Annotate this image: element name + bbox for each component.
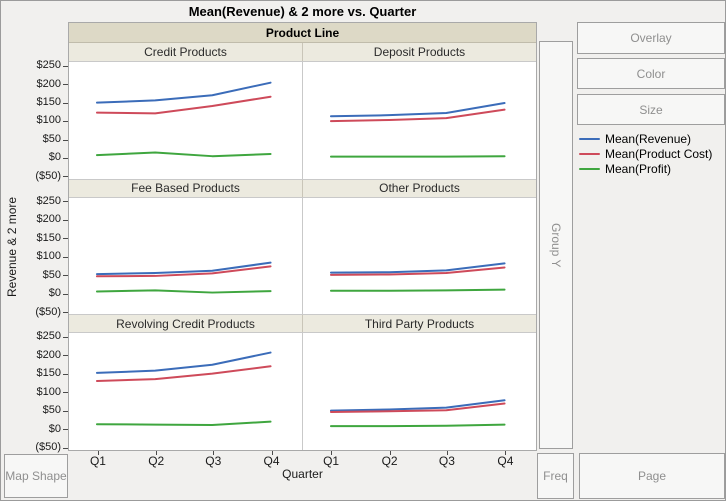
x-tick-mark [389, 451, 391, 455]
x-tick-mark [505, 451, 507, 455]
facet-rows: Credit Products Deposit Products Fee Based… [69, 43, 536, 451]
facet-panel-header-third-party-products: Third Party Products [302, 315, 536, 333]
plot-area-fee-based-products [69, 198, 302, 315]
facet-panel-deposit-products[interactable] [302, 62, 536, 179]
facet-plot-row [69, 62, 536, 179]
x-tick-mark [446, 451, 448, 455]
facet-panel-header-fee-based-products: Fee Based Products [131, 181, 240, 196]
facet-plot-row [69, 333, 536, 451]
y-axis-label: Revenue & 2 more [5, 196, 19, 297]
group-y-label: Group Y [549, 222, 563, 268]
series-line-mean-revenue- [97, 353, 271, 373]
x-tick-label: Q3 [205, 454, 222, 468]
series-line-mean-revenue- [331, 263, 505, 272]
x-tick-label: Q1 [89, 454, 106, 468]
series-line-mean-revenue- [331, 103, 505, 116]
series-line-mean-revenue- [97, 83, 271, 103]
series-line-mean-product-cost- [97, 97, 271, 114]
x-tick-label: Q2 [148, 454, 165, 468]
facet-panel-other-products[interactable] [302, 197, 536, 315]
series-line-mean-product-cost- [97, 367, 271, 382]
series-line-mean-revenue- [97, 262, 271, 273]
series-line-mean-product-cost- [97, 266, 271, 276]
x-axis-label: Quarter [282, 467, 323, 481]
facet-panel-header-revolving-credit-products: Revolving Credit Products [116, 316, 255, 331]
facet-panel-credit-products[interactable] [69, 62, 302, 179]
plot-area-third-party-products [303, 333, 536, 450]
facet-panel-third-party-products[interactable] [302, 333, 536, 451]
legend-line-swatch [579, 167, 600, 170]
plot-area-credit-products [69, 62, 302, 179]
size-drop-zone[interactable]: Size [577, 94, 725, 125]
x-tick-mark [156, 451, 158, 455]
x-tick-label: Q3 [438, 454, 455, 468]
series-line-mean-product-cost- [331, 404, 505, 412]
legend: Mean(Revenue) Mean(Product Cost) Mean(Prof… [579, 131, 712, 176]
legend-label: Mean(Product Cost) [605, 146, 713, 161]
color-drop-zone[interactable]: Color [577, 58, 725, 89]
group-y-drop-zone[interactable]: Group Y [539, 41, 573, 449]
legend-item[interactable]: Mean(Profit) [579, 161, 712, 176]
series-line-mean-revenue- [331, 401, 505, 411]
facet-band-label: Product Line [265, 25, 340, 40]
x-tick-mark [98, 451, 99, 455]
legend-item[interactable]: Mean(Product Cost) [579, 146, 712, 161]
legend-line-swatch [579, 137, 600, 140]
facet-panel-header-deposit-products: Deposit Products [302, 43, 536, 61]
facet-panel-fee-based-products[interactable] [69, 197, 302, 315]
legend-line-swatch [579, 152, 600, 155]
freq-drop-zone[interactable]: Freq [537, 453, 574, 499]
facet-row: Fee Based Products Other Products [69, 178, 536, 315]
facet-panel-header-other-products: Other Products [302, 179, 536, 197]
legend-label: Mean(Revenue) [605, 131, 692, 146]
facet-panel-header-credit-products: Credit Products [144, 45, 227, 59]
facet-header-row: Fee Based Products Other Products [69, 178, 536, 198]
page-drop-zone[interactable]: Page [579, 453, 725, 499]
overlay-drop-zone[interactable]: Overlay [577, 22, 725, 54]
map-shape-drop-zone[interactable]: Map Shape [4, 454, 68, 498]
x-tick-label: Q2 [381, 454, 398, 468]
facet-header-row: Credit Products Deposit Products [69, 43, 536, 62]
chart-title: Mean(Revenue) & 2 more vs. Quarter [188, 4, 417, 19]
x-tick-label: Q1 [323, 454, 340, 468]
x-tick-label: Q4 [497, 454, 514, 468]
series-line-mean-profit- [97, 422, 271, 425]
x-tick-mark [213, 451, 215, 455]
x-tick-mark [271, 451, 273, 455]
facet-band: Product Line [69, 23, 536, 43]
plot-area-revolving-credit-products [69, 333, 302, 450]
plot-area-deposit-products [303, 62, 536, 179]
facet-panel-revolving-credit-products[interactable] [69, 333, 302, 451]
x-tick-mark [331, 451, 333, 455]
legend-item[interactable]: Mean(Revenue) [579, 131, 712, 146]
series-line-mean-profit- [331, 289, 505, 290]
series-line-mean-profit- [97, 153, 271, 157]
series-line-mean-product-cost- [331, 267, 505, 274]
facet-row: Revolving Credit Products Third Party Pro… [69, 314, 536, 451]
series-line-mean-profit- [331, 425, 505, 426]
facet-header-row: Revolving Credit Products Third Party Pro… [69, 314, 536, 334]
trellis-chart: Product Line Credit Products Deposit Prod… [68, 22, 537, 451]
x-tick-label: Q4 [263, 454, 280, 468]
plot-area-other-products [303, 198, 536, 315]
legend-label: Mean(Profit) [605, 161, 672, 176]
facet-plot-row [69, 197, 536, 315]
series-line-mean-profit- [97, 290, 271, 292]
series-line-mean-product-cost- [331, 110, 505, 121]
facet-row: Credit Products Deposit Products [69, 43, 536, 179]
